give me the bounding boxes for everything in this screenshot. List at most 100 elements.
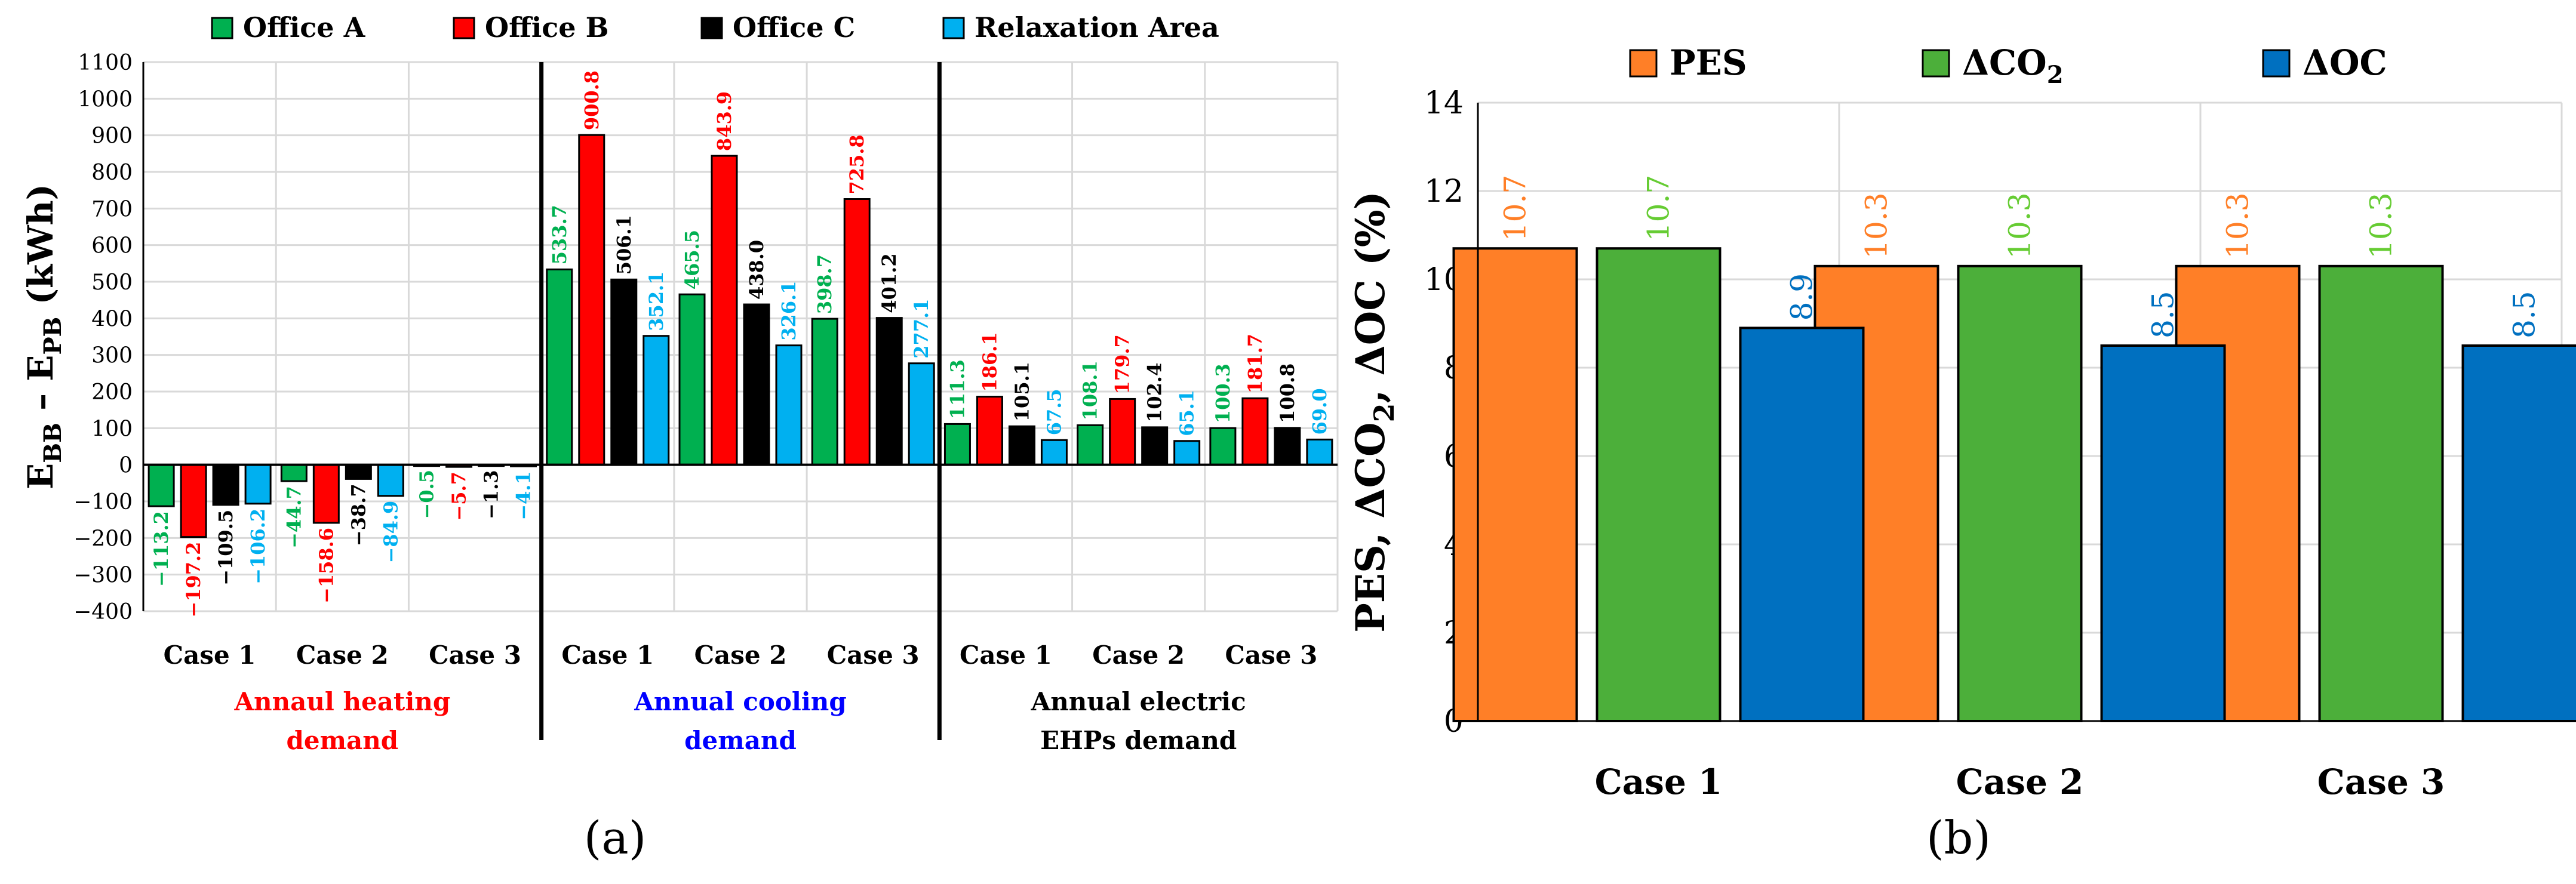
legend-swatch (2262, 49, 2291, 78)
data-label: 65.1 (1176, 390, 1198, 436)
x-tick-label: Case 1 (164, 640, 256, 670)
bar (610, 278, 638, 466)
chart-b: 0246810121410.710.310.310.710.310.38.98.… (1347, 42, 2576, 802)
data-label: 111.3 (946, 359, 969, 419)
data-label: 186.1 (978, 332, 1001, 392)
bar (147, 464, 175, 507)
data-label: −44.7 (282, 486, 305, 549)
data-label: 105.1 (1010, 362, 1033, 421)
y-tick-label: 200 (91, 380, 133, 405)
data-label: 67.5 (1043, 389, 1065, 435)
legend-label: PES (1670, 42, 1747, 83)
data-label: 900.8 (580, 70, 603, 130)
bar (711, 155, 738, 466)
y-axis-title-part: PB (39, 317, 67, 355)
data-label: 10.7 (1641, 175, 1676, 241)
x-tick-label: Case 2 (296, 640, 389, 670)
panel-b-label: (b) (1926, 811, 1991, 864)
bar (212, 464, 239, 506)
y-tick-label: 1000 (78, 87, 133, 112)
group-label: Annual electric (1031, 687, 1246, 716)
legend-swatch (700, 17, 723, 39)
data-label: 10.3 (1859, 192, 1894, 258)
data-label: −4.1 (512, 471, 535, 520)
bar (1274, 427, 1301, 466)
bar (976, 396, 1003, 466)
legend-swatch (1629, 49, 1658, 78)
data-label: 181.7 (1244, 334, 1267, 393)
data-label: −0.5 (416, 470, 438, 519)
legend-label: Relaxation Area (975, 11, 1219, 44)
y-tick-label: 700 (91, 197, 133, 221)
legend-label: Office C (733, 11, 855, 44)
y-axis-title: EBB – EPB (kWh) (20, 184, 67, 489)
x-tick-label: Case 1 (561, 640, 654, 670)
bar (2100, 344, 2226, 722)
y-axis-title-part: BB (39, 423, 67, 463)
bar (2461, 344, 2576, 722)
bar (1040, 439, 1068, 466)
legend-label: Office A (243, 11, 366, 44)
data-label: 8.5 (2146, 291, 2181, 338)
legend-swatch (942, 17, 965, 39)
data-label: 438.0 (745, 240, 768, 300)
bar (643, 335, 670, 466)
x-tick-label: Case 3 (1225, 640, 1317, 670)
y-tick-label: −100 (73, 490, 133, 515)
y-tick-label: −200 (73, 526, 133, 551)
bar (1739, 327, 1865, 722)
bar (1008, 425, 1035, 466)
x-tick-label: Case 3 (827, 640, 920, 670)
bar (1596, 247, 1722, 722)
x-tick-label: Case 3 (2317, 762, 2445, 802)
bar (1109, 398, 1136, 466)
legend-label: ΔCO2 (1962, 42, 2064, 89)
bar (280, 464, 308, 482)
legend-swatch (1922, 49, 1950, 78)
y-axis-title-part: , ΔOC (%) (1347, 191, 1394, 403)
data-label: 108.1 (1079, 361, 1102, 420)
bar (1173, 440, 1201, 466)
bar (546, 268, 573, 466)
data-label: 10.7 (1498, 175, 1533, 241)
data-label: 8.5 (2507, 291, 2542, 338)
bar (1209, 427, 1237, 466)
bar (1077, 424, 1104, 466)
bar (943, 423, 971, 466)
data-label: 352.1 (645, 272, 668, 331)
legend-swatch (211, 17, 233, 39)
y-axis-title-part: – E (20, 355, 61, 423)
data-label: 326.1 (777, 281, 800, 340)
data-label: 10.3 (2003, 192, 2037, 258)
bar (875, 317, 903, 466)
x-tick-label: Case 2 (1956, 762, 2084, 802)
x-tick-label: Case 1 (1595, 762, 1723, 802)
data-label: 10.3 (2221, 192, 2255, 258)
data-label: 100.3 (1212, 364, 1234, 423)
chart-a: −400 −300 −200 −100 0 100 200 300 400 500 600 700 80… (20, 11, 1339, 755)
y-tick-label: 0 (119, 454, 133, 478)
bar (678, 293, 706, 466)
legend-label: ΔOC (2303, 42, 2387, 83)
panel-a-label: (a) (584, 811, 647, 864)
group-label: demand (287, 726, 399, 755)
bar (811, 318, 838, 466)
bar (345, 464, 372, 480)
bar (180, 464, 207, 538)
y-tick-label: 800 (91, 161, 133, 185)
legend-swatch (453, 17, 475, 39)
legend-label-part: PES (1670, 42, 1747, 83)
bar (843, 198, 871, 466)
group-label: Annual cooling (634, 687, 846, 716)
bar (244, 464, 272, 505)
y-tick-label: −300 (73, 563, 133, 588)
y-tick-label: 400 (91, 307, 133, 331)
data-label: −106.2 (247, 509, 269, 584)
y-tick-label: 100 (91, 417, 133, 441)
x-tick-label: Case 2 (694, 640, 787, 670)
data-label: 179.7 (1111, 334, 1134, 394)
data-label: 465.5 (681, 230, 703, 289)
data-label: −38.7 (347, 483, 370, 546)
bar (743, 303, 770, 466)
data-label: −5.7 (448, 472, 471, 520)
